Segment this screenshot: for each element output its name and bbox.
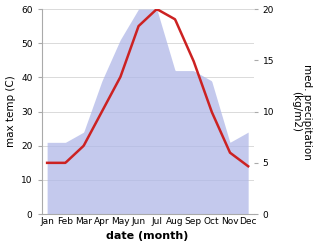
Y-axis label: max temp (C): max temp (C) <box>5 76 16 147</box>
Y-axis label: med. precipitation
(kg/m2): med. precipitation (kg/m2) <box>291 64 313 160</box>
X-axis label: date (month): date (month) <box>107 231 189 242</box>
